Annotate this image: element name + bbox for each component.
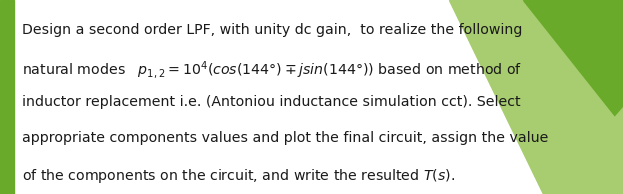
Polygon shape <box>523 0 623 126</box>
Polygon shape <box>0 0 14 194</box>
Text: natural modes   $p_{1,2} = 10^4(\mathit{cos}(144°) \mp \mathit{j}\mathit{sin}(14: natural modes $p_{1,2} = 10^4(\mathit{co… <box>22 59 522 81</box>
Text: Design a second order LPF, with unity dc gain,  to realize the following: Design a second order LPF, with unity dc… <box>22 23 522 37</box>
Text: of the components on the circuit, and write the resulted $T(s)$.: of the components on the circuit, and wr… <box>22 167 455 185</box>
Text: appropriate components values and plot the final circuit, assign the value: appropriate components values and plot t… <box>22 131 548 145</box>
Polygon shape <box>548 107 623 194</box>
Polygon shape <box>449 0 623 194</box>
Text: inductor replacement i.e. (Antoniou inductance simulation cct). Select: inductor replacement i.e. (Antoniou indu… <box>22 95 520 109</box>
